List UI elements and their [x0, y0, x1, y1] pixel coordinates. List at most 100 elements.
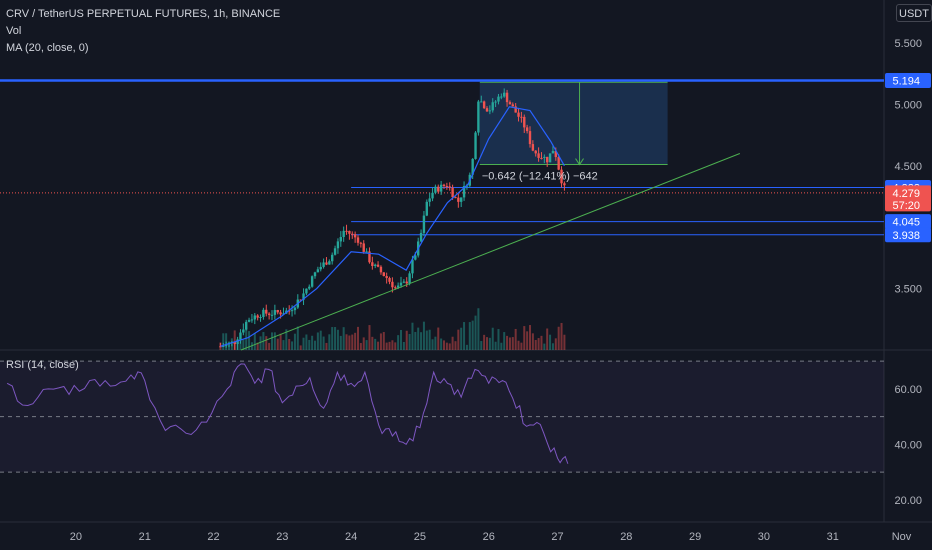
volume-bar	[463, 322, 466, 350]
candle-body	[396, 285, 400, 288]
candle-body	[222, 345, 225, 347]
axes: 20 21 22 23 24 25 26 27 28 29 30 31 Nov 5.500 5.000 4.5…	[70, 38, 922, 543]
volume-bar	[523, 326, 526, 350]
rsi-tick-label: 60.00	[894, 384, 922, 396]
candle-body	[503, 92, 506, 97]
candle-body	[511, 104, 514, 107]
candle-body	[439, 184, 443, 192]
volume-bar	[388, 341, 391, 350]
candle-body	[302, 293, 305, 300]
volume-bar	[371, 336, 374, 350]
volume-bar	[411, 322, 414, 350]
volume-bar	[537, 338, 540, 350]
candle-body	[428, 198, 431, 202]
price-label-text: 5.194	[892, 76, 920, 88]
volume-bar	[425, 330, 428, 350]
candle-body	[560, 169, 563, 184]
candle-body	[520, 116, 523, 118]
price-label-text: 4.045	[892, 217, 920, 229]
candle-body	[462, 185, 466, 198]
candle-body	[250, 319, 254, 321]
candle-body	[497, 96, 500, 102]
y-tick-label: 5.500	[894, 38, 922, 50]
volume-bar	[265, 336, 268, 350]
volume-bar	[374, 338, 377, 350]
candle-body	[368, 251, 371, 263]
x-tick-label: 26	[483, 531, 495, 543]
candle-body	[276, 310, 279, 313]
rsi-tick-label: 40.00	[894, 439, 922, 451]
volume-bar	[336, 329, 339, 350]
candle-body	[331, 254, 334, 262]
volume-bar	[454, 341, 457, 350]
volume-bar	[543, 343, 546, 350]
volume-bar	[529, 325, 531, 350]
candle-body	[540, 157, 543, 159]
volume-bar	[408, 333, 411, 350]
currency-badge[interactable]: USDT	[896, 4, 932, 22]
candle-body	[342, 230, 345, 238]
candle-body	[525, 127, 529, 132]
volume-bar	[477, 308, 480, 350]
candle-body	[305, 288, 308, 294]
candle-body	[528, 131, 532, 145]
candle-body	[488, 110, 492, 112]
volume-bar	[431, 339, 434, 350]
volume-bar	[497, 329, 500, 350]
volume-bar	[345, 334, 348, 350]
volume-bar	[222, 333, 225, 350]
candle-body	[265, 309, 268, 314]
volume-bar	[253, 332, 256, 350]
volume-bar	[546, 328, 549, 350]
candle-body	[379, 266, 383, 273]
volume-bar	[508, 337, 511, 350]
volume-bar	[451, 336, 454, 350]
candle-body	[313, 272, 317, 277]
candle-body	[282, 313, 285, 315]
candle-body	[482, 101, 486, 109]
candle-body	[414, 255, 417, 260]
volume-bar	[302, 337, 305, 350]
volume-bar	[437, 327, 440, 350]
candle-body	[253, 315, 256, 320]
candle-body	[454, 197, 457, 199]
volume-bar	[420, 332, 423, 350]
volume-bar	[288, 339, 291, 350]
volume-bar	[465, 344, 468, 350]
candle-body	[485, 108, 489, 112]
candle-body	[408, 273, 411, 284]
candle-body	[308, 286, 311, 289]
volume-bar	[503, 332, 506, 350]
candle-body	[457, 197, 460, 202]
volume-bar	[296, 326, 299, 350]
volume-bar	[534, 339, 537, 350]
volume-bar	[259, 336, 262, 350]
volume-bar	[351, 334, 354, 350]
candle-body	[219, 346, 222, 348]
grid	[0, 0, 932, 523]
y-tick-label: 5.000	[894, 99, 922, 111]
volume-bar	[382, 332, 385, 350]
candle-body	[445, 186, 449, 188]
volume-bar	[494, 341, 497, 350]
volume-bar	[491, 327, 494, 350]
candle-body	[310, 276, 314, 287]
volume-bar	[368, 325, 371, 350]
volume-bar	[511, 337, 514, 350]
x-tick-label: 21	[139, 531, 151, 543]
x-tick-label: 24	[345, 531, 357, 543]
rsi-line	[6, 363, 569, 464]
volume-bar	[394, 342, 397, 350]
x-tick-label: 27	[551, 531, 563, 543]
volume-bar	[377, 341, 380, 350]
candle-body	[474, 132, 477, 159]
volume-bar	[549, 334, 552, 350]
candle-body	[267, 313, 271, 315]
candle-body	[434, 186, 437, 193]
candle-body	[537, 153, 540, 158]
candle-body	[543, 156, 546, 158]
price-label-bg	[885, 73, 931, 89]
candle-body	[359, 242, 363, 244]
price-label-bg	[885, 185, 931, 212]
